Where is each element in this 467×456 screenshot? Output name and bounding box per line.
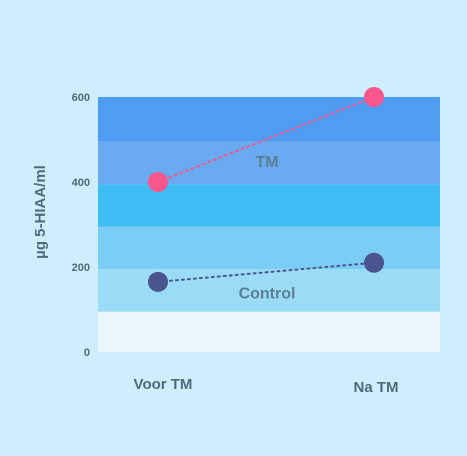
y-axis-ticks: 0 200 400 600 <box>72 92 90 359</box>
band-3 <box>98 184 440 227</box>
y-tick-label: 600 <box>72 92 90 104</box>
data-point-control <box>148 271 168 292</box>
y-axis-label: µg 5-HIAA/ml <box>32 165 49 259</box>
series-line-control <box>157 261 375 283</box>
y-tick-label: 400 <box>72 177 90 189</box>
data-point-control <box>364 252 384 273</box>
series-label-tm: TM <box>255 154 278 171</box>
data-point-tm <box>364 87 384 107</box>
series-points <box>148 87 384 292</box>
series-lines <box>157 96 375 283</box>
band-0 <box>98 311 440 352</box>
band-2 <box>98 226 440 270</box>
series-line-tm <box>157 96 375 183</box>
series-labels: TM Control <box>239 154 296 303</box>
y-tick-label: 200 <box>72 262 90 274</box>
x-axis-categories: Voor TM Na TM <box>134 376 399 396</box>
band-5 <box>98 97 440 142</box>
series-label-control: Control <box>239 286 296 303</box>
x-category-label: Na TM <box>354 379 399 396</box>
data-point-tm <box>148 172 168 192</box>
y-tick-label: 0 <box>84 347 90 359</box>
background-bands <box>98 97 440 352</box>
x-category-label: Voor TM <box>134 376 193 393</box>
